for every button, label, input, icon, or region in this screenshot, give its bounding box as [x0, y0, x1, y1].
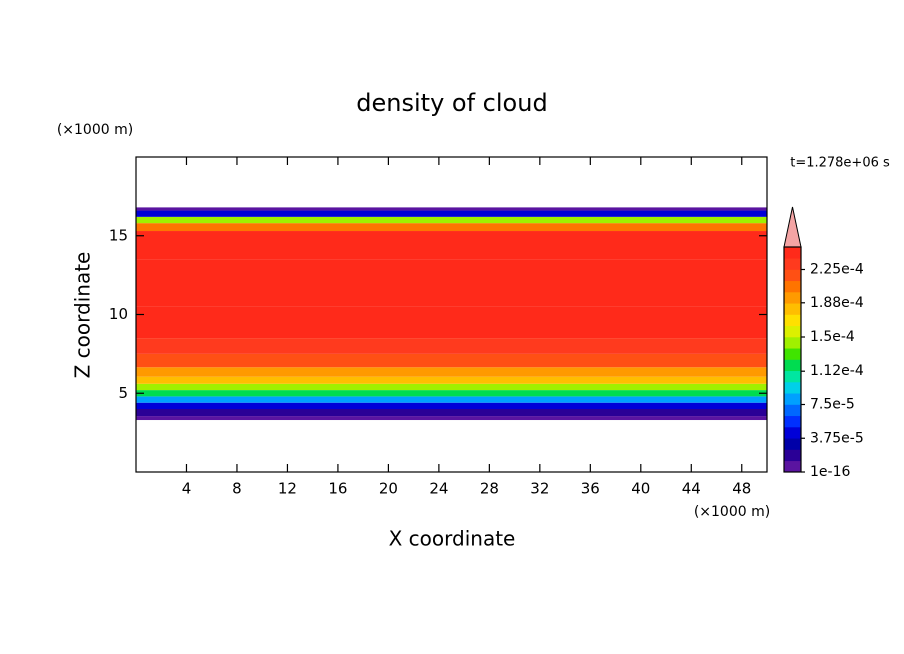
y-tick-label: 10 [109, 305, 128, 323]
colorbar-bin [784, 460, 801, 473]
colorbar-bin [784, 449, 801, 462]
colorbar-frame [783, 246, 802, 473]
colorbar-bin [784, 247, 801, 259]
colorbar-bin [784, 292, 801, 304]
colorbar-bin [784, 415, 801, 428]
contour-band [136, 416, 767, 421]
time-label: t=1.278e+06 s [790, 156, 890, 171]
colorbar-bin [784, 280, 801, 293]
colorbar-bin [784, 393, 801, 405]
colorbar-bin [784, 337, 801, 349]
colorbar-bin [784, 303, 801, 315]
y-tick-label: 15 [109, 226, 128, 244]
x-tick-label: 4 [182, 480, 192, 498]
y-tick-label: 5 [118, 384, 128, 402]
contour-band [136, 353, 767, 368]
x-tick-label: 28 [480, 480, 499, 498]
x-tick-label: 44 [682, 480, 701, 498]
x-axis-label: X coordinate [389, 527, 516, 551]
colorbar-tick-label: 1.5e-4 [810, 329, 855, 345]
colorbar-bin [784, 325, 801, 338]
x-tick-label: 40 [631, 480, 650, 498]
colorbar-bin [784, 269, 801, 282]
colorbar-bin [784, 370, 801, 383]
contour-band [136, 396, 767, 403]
colorbar-tick-label: 3.75e-5 [810, 430, 864, 446]
colorbar-bin [784, 314, 801, 327]
contour-band [136, 223, 767, 232]
x-tick-label: 24 [429, 480, 448, 498]
x-tick-label: 20 [379, 480, 398, 498]
x-tick-label: 8 [232, 480, 242, 498]
contour-band [136, 231, 767, 260]
colorbar-tick-label: 1e-16 [810, 464, 850, 480]
contour-band [136, 207, 767, 211]
colorbar-tick-label: 2.25e-4 [810, 262, 864, 278]
contour-band [136, 259, 767, 307]
y-axis-label: Z coordinate [71, 252, 95, 379]
x-tick-label: 12 [278, 480, 297, 498]
x-tick-label: 16 [328, 480, 347, 498]
y-unit: (×1000 m) [57, 122, 133, 138]
x-tick-label: 48 [732, 480, 751, 498]
contour-band [136, 409, 767, 417]
chart-title: density of cloud [356, 89, 547, 117]
colorbar-tick-label: 1.12e-4 [810, 363, 864, 379]
x-tick-label: 32 [530, 480, 549, 498]
colorbar-bin [784, 438, 801, 450]
colorbar-bin [784, 382, 801, 394]
colorbar-bin [784, 404, 801, 417]
contour-band [136, 402, 767, 409]
colorbar-tick-label: 1.88e-4 [810, 295, 864, 311]
x-tick-label: 36 [581, 480, 600, 498]
contour-band [136, 367, 767, 377]
contour-band [136, 216, 767, 224]
contour-band [136, 306, 767, 339]
contour-band [136, 390, 767, 397]
colorbar-bin [784, 258, 801, 270]
contour-band [136, 210, 767, 217]
colorbar-tick-label: 7.5e-5 [810, 397, 855, 413]
contour-band [136, 376, 767, 384]
contour-band [136, 383, 767, 391]
colorbar-bin [784, 348, 801, 360]
contour-band [136, 338, 767, 354]
colorbar-bin [784, 427, 801, 439]
x-unit: (×1000 m) [694, 504, 770, 520]
colorbar-bin [784, 359, 801, 372]
